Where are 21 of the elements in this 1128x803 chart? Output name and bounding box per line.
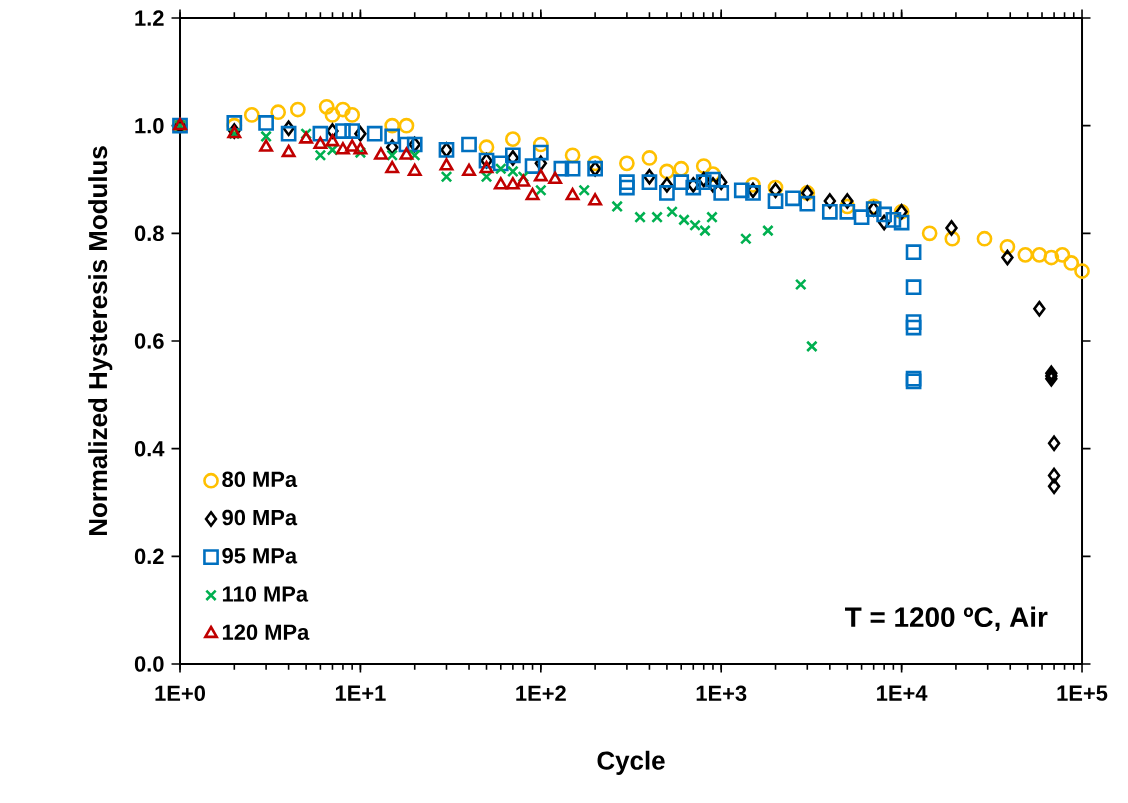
y-tick-label: 0.2 [134,548,164,565]
x-tick-label: 1E+5 [1057,685,1108,701]
y-tick-label: 0.8 [134,225,164,242]
y-tick-label: 1.0 [135,117,164,134]
x-tick-label: 1E+4 [877,685,928,701]
x-tick-label: 1E+2 [516,685,566,701]
x-tick-label: 1E+1 [335,685,386,701]
annotation: T = 1200 ºC, Air [845,606,1048,632]
legend-label: 80 MPa [222,471,298,488]
y-tick-label: 0.4 [134,440,165,457]
x-tick-label: 1E+0 [155,685,205,702]
legend-label: 110 MPa [222,586,309,602]
legend-label: 120 MPa [222,624,310,640]
legend-label: 95 MPa [222,548,298,564]
y-axis-title: Normalized Hysteresis Modulus [88,146,113,536]
y-tick-label: 1.2 [135,10,164,26]
legend-label: 90 MPa [222,509,298,526]
y-tick-label: 0.0 [134,656,164,672]
y-tick-label: 0.6 [134,333,164,349]
x-tick-label: 1E+3 [696,685,747,702]
x-axis-title: Cycle [597,750,665,775]
